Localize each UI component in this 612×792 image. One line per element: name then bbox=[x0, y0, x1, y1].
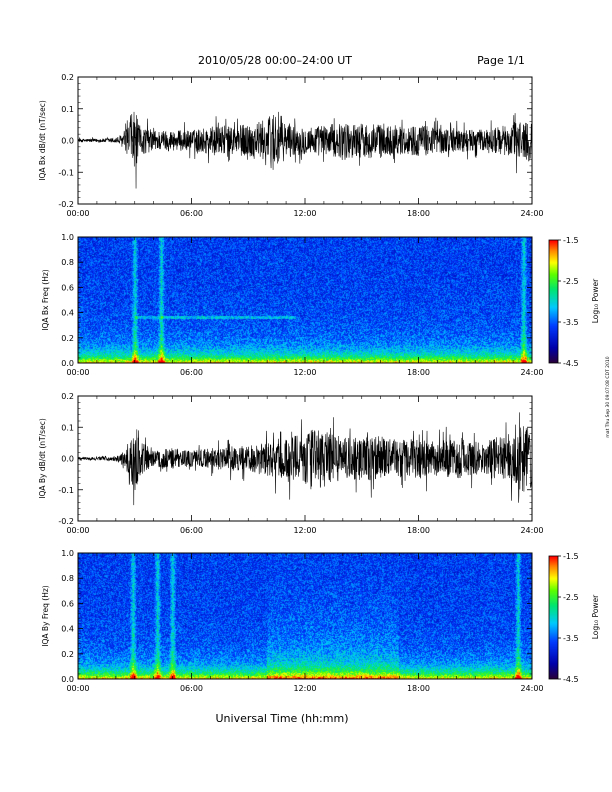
panel-by-spectrogram: 1.0 0.8 0.6 0.4 0.2 0.0 00:00 06:00 12:00 18:00 2… bbox=[41, 549, 600, 693]
bx-spectrogram-ytick-label: 0.6 bbox=[61, 283, 74, 292]
bx-dbdt-ylabel: IQA Bx dB/dt (nT/sec) bbox=[38, 100, 47, 181]
by-spectrogram-xticks: 00:00 06:00 12:00 18:00 24:00 bbox=[66, 553, 544, 693]
panel-by-dbdt: 0.2 0.1 0.0 -0.1 -0.2 00:00 06:00 12:00 18:00 24… bbox=[38, 392, 544, 535]
by-dbdt-trace bbox=[77, 412, 533, 506]
bx-colorbar-tick-label: -2.5 bbox=[563, 277, 579, 286]
by-spectrogram-ytick-label: 0.8 bbox=[61, 574, 74, 583]
by-colorbar-frame bbox=[548, 555, 559, 680]
bx-dbdt-xtick-label: 18:00 bbox=[407, 209, 430, 218]
by-colorbar-tick-label: -3.5 bbox=[563, 634, 579, 643]
by-dbdt-xtick-label: 00:00 bbox=[66, 526, 89, 535]
bx-dbdt-ytick-label: -0.2 bbox=[58, 200, 74, 209]
bx-colorbar-tick-label: -3.5 bbox=[563, 318, 579, 327]
by-colorbar-tick-label: -1.5 bbox=[563, 552, 579, 561]
figure-title: 2010/05/28 00:00–24:00 UT bbox=[198, 54, 352, 67]
bx-dbdt-ytick-label: -0.1 bbox=[58, 168, 74, 177]
by-colorbar-tick-label: -4.5 bbox=[563, 675, 579, 684]
generation-stamp: mat Thu Sep 30 09:07:08 CDT 2010 bbox=[605, 356, 611, 437]
bx-spectrogram-xtick-label: 00:00 bbox=[66, 368, 89, 377]
bx-spectrogram-ytick-label: 0.0 bbox=[61, 359, 74, 368]
bx-spectrogram-xtick-label: 06:00 bbox=[180, 368, 203, 377]
bx-spectrogram-xtick-label: 18:00 bbox=[407, 368, 430, 377]
bx-dbdt-xtick-label: 12:00 bbox=[293, 209, 316, 218]
by-colorbar-tick-label: -2.5 bbox=[563, 593, 579, 602]
bx-colorbar-tick-label: -1.5 bbox=[563, 236, 579, 245]
by-spectrogram-image bbox=[78, 553, 532, 679]
by-dbdt-xtick-label: 12:00 bbox=[293, 526, 316, 535]
bx-spectrogram-yticks: 1.0 0.8 0.6 0.4 0.2 0.0 bbox=[61, 233, 532, 368]
by-spectrogram-xtick-label: 18:00 bbox=[407, 684, 430, 693]
bx-spectrogram-ylabel: IQA Bx Freq (Hz) bbox=[41, 269, 50, 331]
by-spectrogram-xtick-label: 12:00 bbox=[293, 684, 316, 693]
by-spectrogram-xtick-label: 06:00 bbox=[180, 684, 203, 693]
by-dbdt-ylabel: IQA By dB/dt (nT/sec) bbox=[38, 418, 47, 499]
by-spectrogram-xtick-label: 00:00 bbox=[66, 684, 89, 693]
by-dbdt-xticks: 00:00 06:00 12:00 18:00 24:00 bbox=[66, 396, 544, 535]
x-axis-label: Universal Time (hh:mm) bbox=[216, 712, 349, 725]
bx-dbdt-yticks: 0.2 0.1 0.0 -0.1 -0.2 bbox=[58, 73, 532, 209]
bx-colorbar-ticks: -1.5 -2.5 -3.5 -4.5 bbox=[558, 236, 579, 368]
bx-colorbar-image bbox=[549, 240, 558, 363]
by-dbdt-ytick-label: -0.2 bbox=[58, 517, 74, 526]
by-dbdt-yticks: 0.2 0.1 0.0 -0.1 -0.2 bbox=[58, 392, 532, 526]
by-dbdt-ytick-label: -0.1 bbox=[58, 486, 74, 495]
by-spectrogram-yticks: 1.0 0.8 0.6 0.4 0.2 0.0 bbox=[61, 549, 532, 684]
by-spectrogram-ytick-label: 0.2 bbox=[61, 650, 74, 659]
by-colorbar-image bbox=[549, 556, 558, 679]
panel-bx-dbdt: 0.2 0.1 0.0 -0.1 -0.2 00:00 06:00 12:00 18:00 24… bbox=[38, 73, 544, 218]
bx-spectrogram-ytick-label: 1.0 bbox=[61, 233, 74, 242]
page-indicator: Page 1/1 bbox=[477, 54, 525, 67]
bx-dbdt-ytick-label: 0.0 bbox=[61, 137, 74, 146]
bx-colorbar-tick-label: -4.5 bbox=[563, 359, 579, 368]
bx-dbdt-ytick-label: 0.2 bbox=[61, 73, 74, 82]
bx-dbdt-trace bbox=[77, 111, 533, 189]
by-dbdt-xtick-label: 24:00 bbox=[520, 526, 543, 535]
bx-spectrogram-xticks: 00:00 06:00 12:00 18:00 24:00 bbox=[66, 237, 544, 377]
bx-spectrogram-ytick-label: 0.2 bbox=[61, 334, 74, 343]
bx-spectrogram-image bbox=[78, 237, 532, 363]
panel-bx-spectrogram: 1.0 0.8 0.6 0.4 0.2 0.0 00:00 06:00 12:00 18:00 2… bbox=[41, 233, 600, 377]
bx-spectrogram-ytick-label: 0.8 bbox=[61, 258, 74, 267]
bx-spectrogram-ytick-label: 0.4 bbox=[61, 309, 74, 318]
by-dbdt-ytick-label: 0.0 bbox=[61, 455, 74, 464]
bx-dbdt-xtick-label: 06:00 bbox=[180, 209, 203, 218]
bx-dbdt-ytick-label: 0.1 bbox=[61, 105, 74, 114]
bx-colorbar-frame bbox=[548, 239, 559, 364]
by-dbdt-ytick-label: 0.2 bbox=[61, 392, 74, 401]
by-colorbar-ticks: -1.5 -2.5 -3.5 -4.5 bbox=[558, 552, 579, 684]
by-dbdt-ytick-label: 0.1 bbox=[61, 423, 74, 432]
bx-spectrogram-xtick-label: 12:00 bbox=[293, 368, 316, 377]
bx-dbdt-xticks: 00:00 06:00 12:00 18:00 24:00 bbox=[66, 77, 544, 218]
by-spectrogram-xtick-label: 24:00 bbox=[520, 684, 543, 693]
by-spectrogram-ytick-label: 0.0 bbox=[61, 675, 74, 684]
bx-dbdt-xtick-label: 24:00 bbox=[520, 209, 543, 218]
by-dbdt-xtick-label: 18:00 bbox=[407, 526, 430, 535]
by-colorbar-label: Log₁₀ Power bbox=[591, 594, 600, 639]
by-dbdt-xtick-label: 06:00 bbox=[180, 526, 203, 535]
by-spectrogram-ytick-label: 0.4 bbox=[61, 625, 74, 634]
bx-spectrogram-xtick-label: 24:00 bbox=[520, 368, 543, 377]
by-spectrogram-ytick-label: 0.6 bbox=[61, 599, 74, 608]
bx-dbdt-xtick-label: 00:00 bbox=[66, 209, 89, 218]
by-spectrogram-ylabel: IQA By Freq (Hz) bbox=[41, 585, 50, 647]
by-spectrogram-ytick-label: 1.0 bbox=[61, 549, 74, 558]
bx-colorbar-label: Log₁₀ Power bbox=[591, 278, 600, 323]
